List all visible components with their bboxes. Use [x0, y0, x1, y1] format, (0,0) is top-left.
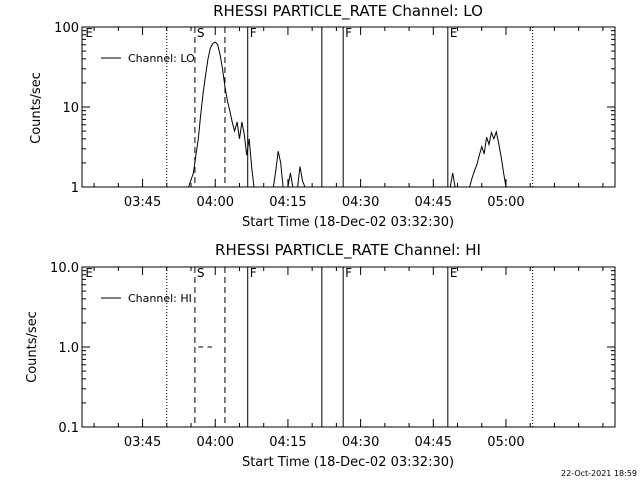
event-marker-label: E — [85, 26, 93, 40]
x-tick-label: 04:45 — [415, 195, 452, 210]
x-tick-label: 04:00 — [197, 195, 234, 210]
hi-x-axis-label: Start Time (18-Dec-02 03:32:30) — [242, 455, 454, 470]
x-tick-label: 03:45 — [124, 195, 161, 210]
hi-plot-area: 03:45 04:00 04:15 04:30 04:45 05:00 0.1 1.0 10.0… — [50, 261, 616, 450]
x-tick-label: 04:15 — [269, 195, 306, 210]
hi-channel-panel: RHESSI PARTICLE_RATE Channel: HI Start T… — [25, 241, 616, 470]
series-line-segment — [297, 166, 306, 188]
series-line-segment — [272, 151, 284, 188]
event-marker-label: E — [85, 266, 93, 280]
x-tick-label: 04:15 — [269, 435, 306, 450]
x-tick-label: 04:30 — [342, 195, 379, 210]
event-marker-label: E — [450, 26, 458, 40]
y-tick-label: 10 — [62, 101, 79, 116]
plot-frame — [81, 26, 616, 188]
lo-y-axis-label: Counts/sec — [29, 72, 44, 144]
x-tick-label: 03:45 — [124, 435, 161, 450]
x-tick-label: 04:00 — [197, 435, 234, 450]
event-marker-label: S — [197, 266, 205, 280]
x-tick-label: 05:00 — [487, 435, 524, 450]
y-tick-label: 1.0 — [58, 341, 79, 356]
x-tick-label: 04:45 — [415, 435, 452, 450]
lo-plot-area: 03:45 04:00 04:15 04:30 04:45 05:00 1 10 100 S F F E… — [54, 21, 616, 210]
series-line-segment — [469, 129, 507, 188]
series-line-segment — [449, 172, 456, 188]
y-tick-label: 10.0 — [50, 261, 79, 276]
generation-timestamp: 22-Oct-2021 18:59 — [561, 469, 637, 478]
legend-entry: Channel: LO — [128, 52, 195, 65]
event-marker-label: S — [197, 26, 205, 40]
x-tick-label: 04:30 — [342, 435, 379, 450]
event-marker-label: F — [345, 26, 352, 40]
series-line-segment — [287, 172, 294, 188]
event-marker-label: F — [250, 266, 257, 280]
event-marker-label: F — [250, 26, 257, 40]
event-marker-label: E — [450, 266, 458, 280]
hi-chart-title: RHESSI PARTICLE_RATE Channel: HI — [215, 241, 481, 260]
lo-channel-panel: RHESSI PARTICLE_RATE Channel: LO Start T… — [29, 2, 616, 230]
x-tick-label: 05:00 — [487, 195, 524, 210]
series-line-segment — [188, 41, 255, 188]
legend-entry: Channel: HI — [128, 292, 192, 305]
hi-y-axis-label: Counts/sec — [25, 311, 40, 383]
y-tick-label: 1 — [71, 181, 79, 196]
y-tick-label: 100 — [54, 21, 79, 36]
y-tick-label: 0.1 — [58, 421, 79, 436]
lo-x-axis-label: Start Time (18-Dec-02 03:32:30) — [242, 215, 454, 230]
event-marker-label: F — [345, 266, 352, 280]
plot-frame — [81, 266, 616, 428]
lo-chart-title: RHESSI PARTICLE_RATE Channel: LO — [213, 2, 483, 21]
